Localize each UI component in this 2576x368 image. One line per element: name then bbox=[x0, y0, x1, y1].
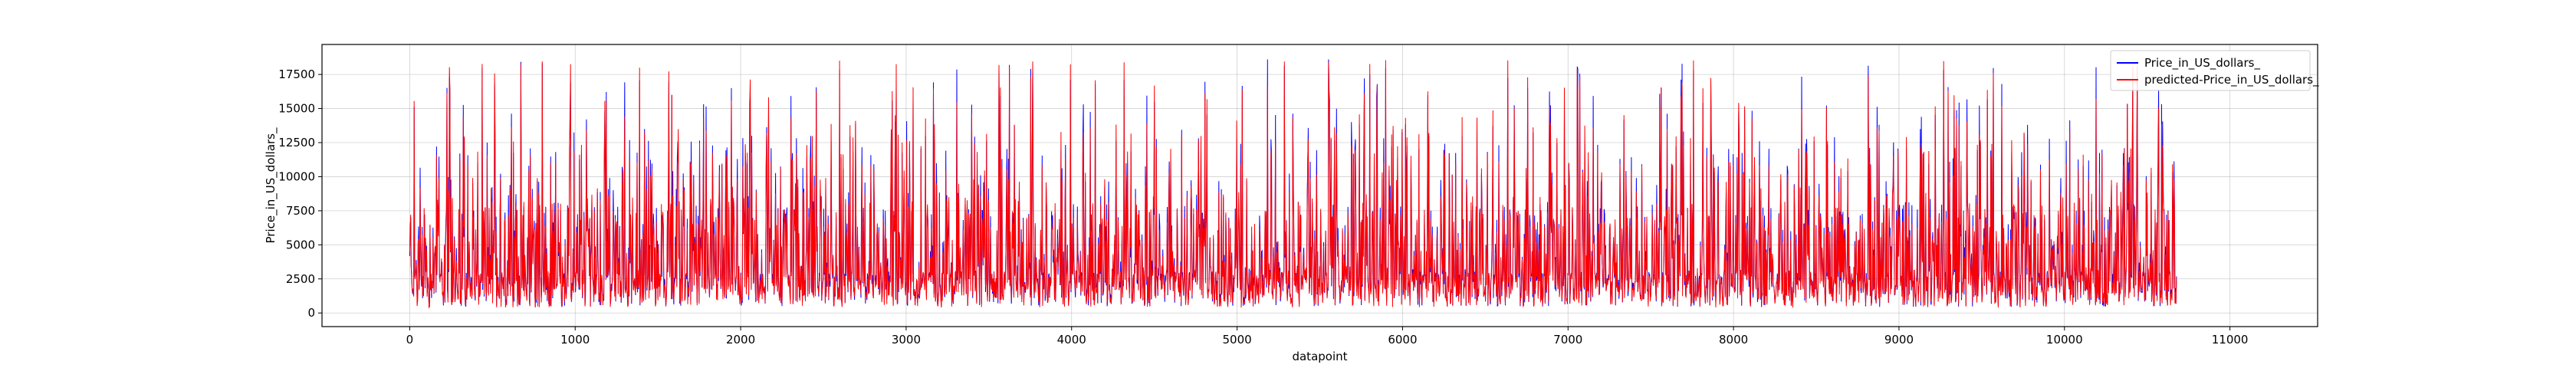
x-tick-label: 2000 bbox=[726, 333, 755, 347]
x-tick-label: 0 bbox=[406, 333, 414, 347]
x-tick-label: 4000 bbox=[1057, 333, 1086, 347]
legend-label: Price_in_US_dollars_ bbox=[2144, 56, 2260, 71]
legend: Price_in_US_dollars_ predicted-Price_in_U… bbox=[2110, 50, 2319, 91]
series-line-predicted-price bbox=[409, 60, 2177, 309]
y-tick-label: 2500 bbox=[286, 272, 315, 286]
x-tick-label: 3000 bbox=[892, 333, 921, 347]
x-tick-label: 6000 bbox=[1388, 333, 1417, 347]
y-axis-ticks: 0 2500 5000 7500 10000 12500 15000 17500 bbox=[278, 67, 322, 320]
legend-box bbox=[2110, 50, 2311, 91]
y-tick-label: 15000 bbox=[278, 102, 315, 116]
x-tick-label: 10000 bbox=[2046, 333, 2083, 347]
x-tick-label: 1000 bbox=[560, 333, 590, 347]
plot-frame bbox=[321, 44, 2318, 327]
x-tick-label: 5000 bbox=[1222, 333, 1251, 347]
x-axis-label: datapoint bbox=[1292, 350, 1347, 363]
y-tick-label: 10000 bbox=[278, 169, 315, 183]
y-axis-label: Price_in_US_dollars_ bbox=[264, 127, 278, 243]
legend-label: predicted-Price_in_US_dollars_ bbox=[2144, 73, 2319, 87]
y-tick-label: 7500 bbox=[286, 204, 315, 218]
y-tick-label: 5000 bbox=[286, 238, 315, 251]
y-tick-label: 0 bbox=[307, 306, 315, 320]
series-layer bbox=[409, 59, 2177, 309]
x-tick-label: 8000 bbox=[1719, 333, 1748, 347]
y-tick-label: 12500 bbox=[278, 136, 315, 150]
x-tick-label: 9000 bbox=[1884, 333, 1914, 347]
x-tick-label: 11000 bbox=[2212, 333, 2249, 347]
y-tick-label: 17500 bbox=[278, 67, 315, 81]
x-axis-ticks: 0 1000 2000 3000 4000 5000 6000 7000 8000 9000 100… bbox=[406, 327, 2249, 347]
x-tick-label: 7000 bbox=[1553, 333, 1582, 347]
